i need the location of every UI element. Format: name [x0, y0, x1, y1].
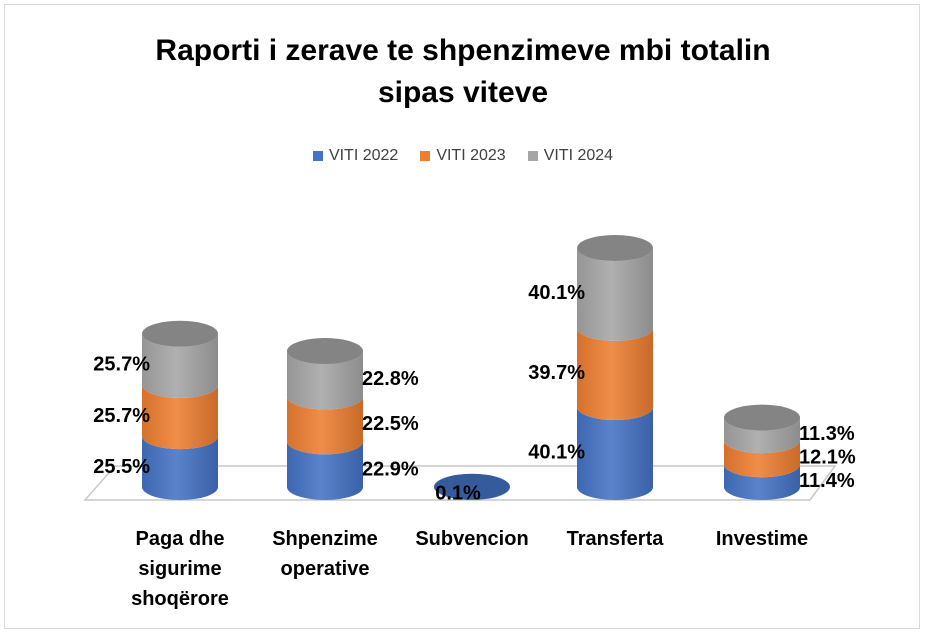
cylinder-cap	[142, 320, 218, 347]
legend-swatch	[420, 151, 431, 161]
legend-label: VITI 2023	[436, 147, 506, 164]
chart-title: Raporti i zerave te shpenzimeve mbi tota…	[155, 34, 771, 109]
data-label: 0.1%	[435, 482, 481, 504]
legend-label: VITI 2024	[543, 147, 614, 164]
data-label: 22.5%	[362, 413, 419, 435]
data-label: 40.1%	[528, 282, 585, 304]
cylinder-segment	[724, 417, 800, 454]
data-label: 22.8%	[362, 368, 419, 390]
cylinder-segment	[287, 441, 363, 500]
legend-item: VITI 2023	[420, 147, 506, 165]
legend-item: VITI 2022	[312, 147, 399, 165]
cylinder-segment	[724, 440, 800, 478]
data-label: 25.7%	[93, 354, 150, 376]
cylinder-segment	[142, 384, 218, 450]
x-tick-label: Investime	[715, 528, 809, 550]
cylinder-cap	[577, 235, 653, 261]
cylinder-segment	[577, 407, 653, 500]
cylinder-segment	[577, 248, 653, 341]
cylinder-segment	[287, 396, 363, 455]
data-label: 25.5%	[93, 456, 150, 478]
data-label: 11.3%	[799, 423, 855, 445]
cylinder-segment	[724, 464, 800, 500]
cylinder-segment	[577, 327, 653, 421]
legend-label: VITI 2022	[328, 147, 399, 164]
data-label: 22.9%	[362, 458, 419, 480]
x-tick-label: Subvencion	[415, 528, 529, 550]
cylinder-cap	[287, 338, 363, 365]
x-tick-label: Transferta	[566, 528, 664, 550]
cylinder-segment	[142, 436, 218, 500]
floor	[83, 465, 837, 501]
data-label: 25.7%	[93, 405, 150, 427]
cylinder-cap	[434, 473, 510, 500]
x-tick-label: Shpenzime operative	[272, 528, 378, 580]
data-label: 39.7%	[528, 362, 585, 384]
chart-frame	[4, 4, 920, 629]
legend-swatch	[527, 151, 538, 161]
data-label: 40.1%	[528, 441, 585, 463]
cylinder-segment	[287, 351, 363, 410]
legend-item: VITI 2024	[527, 147, 614, 165]
data-label: 11.4%	[799, 470, 855, 492]
data-label: 12.1%	[799, 446, 856, 468]
cylinder-cap	[724, 404, 800, 431]
x-tick-label: Paga dhe sigurime shoqërore	[131, 528, 229, 610]
legend: VITI 2022 VITI 2023 VITI 2024	[0, 147, 926, 165]
legend-swatch	[312, 151, 323, 161]
cylinder-segment	[142, 333, 218, 398]
